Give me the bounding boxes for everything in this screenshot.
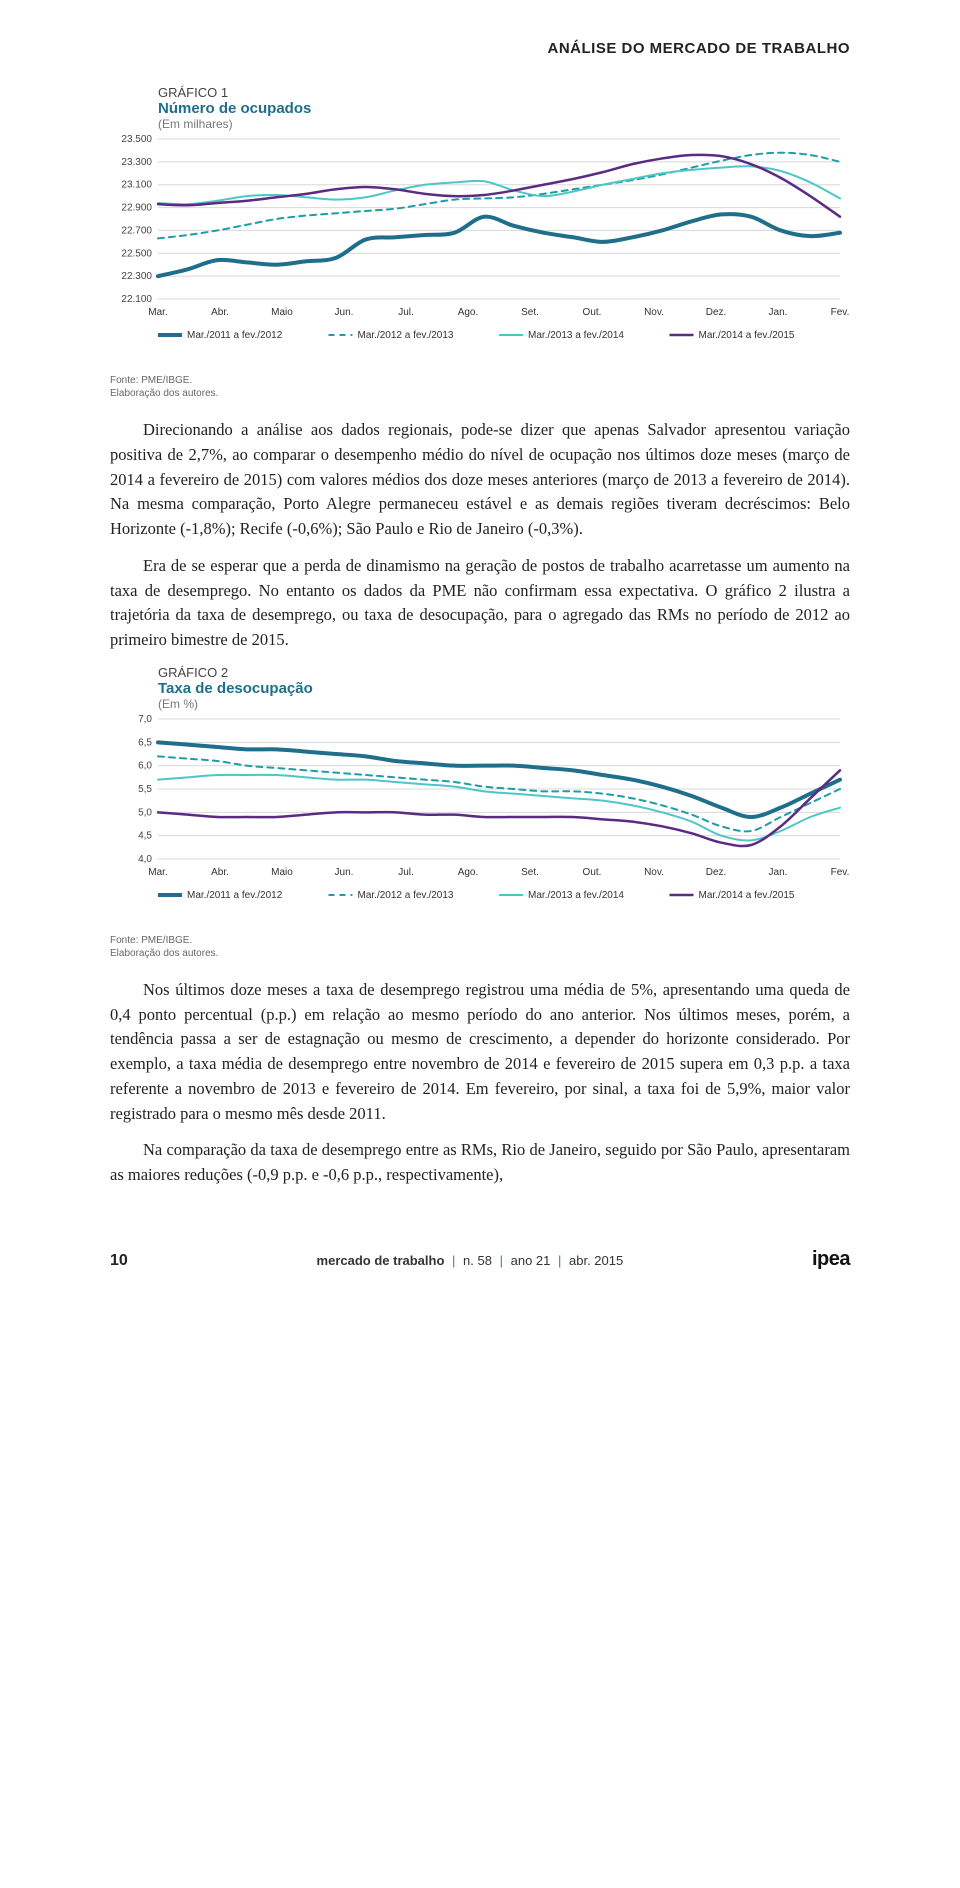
svg-text:22.500: 22.500 [121, 248, 152, 259]
svg-text:Out.: Out. [583, 867, 602, 878]
footer-pub-date: abr. 2015 [569, 1253, 623, 1268]
chart2-title: Taxa de desocupação [158, 680, 850, 697]
svg-text:4,0: 4,0 [138, 854, 152, 865]
svg-text:7,0: 7,0 [138, 714, 152, 725]
section-header: ANÁLISE DO MERCADO DE TRABALHO [110, 40, 850, 57]
chart2-unit: (Em %) [158, 697, 850, 711]
svg-text:Out.: Out. [583, 307, 602, 318]
svg-text:Dez.: Dez. [706, 307, 727, 318]
chart2-source-line2: Elaboração dos autores. [110, 948, 218, 959]
paragraph-2: Era de se esperar que a perda de dinamis… [110, 554, 850, 653]
svg-text:Jan.: Jan. [769, 867, 788, 878]
svg-text:Set.: Set. [521, 867, 539, 878]
svg-text:22.700: 22.700 [121, 225, 152, 236]
svg-text:Mar.: Mar. [148, 867, 167, 878]
svg-text:23.500: 23.500 [121, 134, 152, 145]
chart1-source: Fonte: PME/IBGE. Elaboração dos autores. [110, 374, 850, 400]
footer-pub-year: ano 21 [511, 1253, 551, 1268]
svg-text:Ago.: Ago. [458, 867, 479, 878]
svg-text:Mar./2012 a fev./2013: Mar./2012 a fev./2013 [358, 890, 454, 901]
chart2-svg: 4,0 4,5 5,0 5,5 6,0 6,5 7,0 Mar. Abr. Maio Jun. Jul… [110, 713, 850, 923]
svg-text:Mar./2014 a fev./2015: Mar./2014 a fev./2015 [699, 330, 795, 341]
svg-text:Ago.: Ago. [458, 307, 479, 318]
svg-text:Maio: Maio [271, 867, 293, 878]
svg-text:6,5: 6,5 [138, 737, 152, 748]
chart2-label: GRÁFICO 2 [158, 665, 850, 680]
svg-text:Mar./2013 a fev./2014: Mar./2013 a fev./2014 [528, 330, 624, 341]
chart2-source-line1: Fonte: PME/IBGE. [110, 935, 192, 946]
footer-sep-icon: | [500, 1253, 503, 1268]
footer-pub-issue: n. 58 [463, 1253, 492, 1268]
paragraph-3: Nos últimos doze meses a taxa de desempr… [110, 978, 850, 1127]
svg-text:Mar./2014 a fev./2015: Mar./2014 a fev./2015 [699, 890, 795, 901]
footer-pub-bold: mercado de trabalho [317, 1253, 445, 1268]
chart1-source-line1: Fonte: PME/IBGE. [110, 375, 192, 386]
svg-text:23.100: 23.100 [121, 180, 152, 191]
paragraph-1: Direcionando a análise aos dados regiona… [110, 418, 850, 542]
svg-text:Maio: Maio [271, 307, 293, 318]
page-number: 10 [110, 1252, 128, 1270]
paragraph-4: Na comparação da taxa de desemprego entr… [110, 1138, 850, 1188]
svg-text:Fev.: Fev. [831, 867, 850, 878]
svg-text:5,5: 5,5 [138, 784, 152, 795]
svg-text:6,0: 6,0 [138, 760, 152, 771]
svg-text:Set.: Set. [521, 307, 539, 318]
svg-text:Abr.: Abr. [211, 307, 229, 318]
svg-text:Mar./2012 a fev./2013: Mar./2012 a fev./2013 [358, 330, 454, 341]
svg-text:Fev.: Fev. [831, 307, 850, 318]
svg-text:22.100: 22.100 [121, 294, 152, 305]
footer-sep-icon: | [452, 1253, 455, 1268]
svg-text:Jul.: Jul. [398, 867, 414, 878]
svg-text:Mar.: Mar. [148, 307, 167, 318]
footer-sep-icon: | [558, 1253, 561, 1268]
chart1-unit: (Em milhares) [158, 117, 850, 131]
ipea-logo: ipea [812, 1248, 850, 1271]
chart1-label: GRÁFICO 1 [158, 85, 850, 100]
svg-text:Jan.: Jan. [769, 307, 788, 318]
chart-2: GRÁFICO 2 Taxa de desocupação (Em %) 4,0… [110, 665, 850, 960]
svg-text:23.300: 23.300 [121, 157, 152, 168]
chart2-source: Fonte: PME/IBGE. Elaboração dos autores. [110, 934, 850, 960]
svg-text:5,0: 5,0 [138, 807, 152, 818]
chart1-source-line2: Elaboração dos autores. [110, 388, 218, 399]
svg-text:Mar./2011 a fev./2012: Mar./2011 a fev./2012 [187, 890, 283, 901]
svg-text:22.900: 22.900 [121, 203, 152, 214]
svg-text:Dez.: Dez. [706, 867, 727, 878]
svg-text:Jul.: Jul. [398, 307, 414, 318]
svg-text:Abr.: Abr. [211, 867, 229, 878]
chart1-svg: 22.100 22.300 22.500 22.700 22.900 23.100 23.3… [110, 133, 850, 363]
svg-text:Mar./2013 a fev./2014: Mar./2013 a fev./2014 [528, 890, 624, 901]
chart-1: GRÁFICO 1 Número de ocupados (Em milhare… [110, 85, 850, 400]
chart1-title: Número de ocupados [158, 100, 850, 117]
footer-publication: mercado de trabalho | n. 58 | ano 21 | a… [317, 1253, 624, 1268]
svg-text:Jun.: Jun. [335, 867, 354, 878]
svg-text:Nov.: Nov. [644, 307, 664, 318]
svg-text:22.300: 22.300 [121, 271, 152, 282]
svg-text:4,5: 4,5 [138, 830, 152, 841]
page-footer: 10 mercado de trabalho | n. 58 | ano 21 … [110, 1248, 850, 1271]
svg-text:Jun.: Jun. [335, 307, 354, 318]
svg-text:Mar./2011 a fev./2012: Mar./2011 a fev./2012 [187, 330, 283, 341]
svg-text:Nov.: Nov. [644, 867, 664, 878]
